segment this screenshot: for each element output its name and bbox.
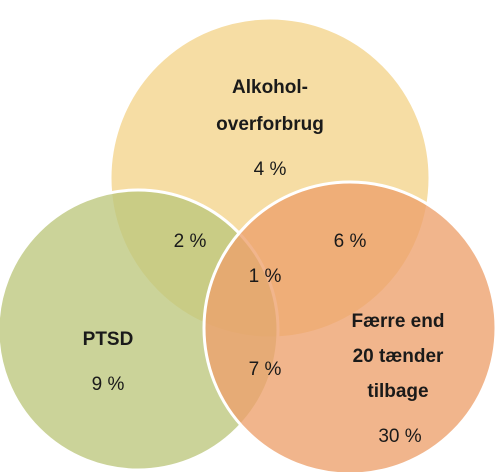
set-label: PTSD [83,329,134,350]
set-value: 30 % [378,426,421,447]
set-label: overforbrug [216,114,324,135]
set-label: Færre end [352,311,445,332]
intersection-value: 6 % [334,231,367,252]
set-circle [202,180,496,472]
set-value: 9 % [92,374,125,395]
intersection-value: 7 % [249,359,282,380]
set-value: 4 % [254,159,287,180]
set-label: Alkohol- [232,77,308,98]
set-label: 20 tænder [353,346,444,367]
intersection-value: 1 % [249,266,282,287]
intersection-value: 2 % [174,231,207,252]
set-label: tilbage [367,381,428,402]
